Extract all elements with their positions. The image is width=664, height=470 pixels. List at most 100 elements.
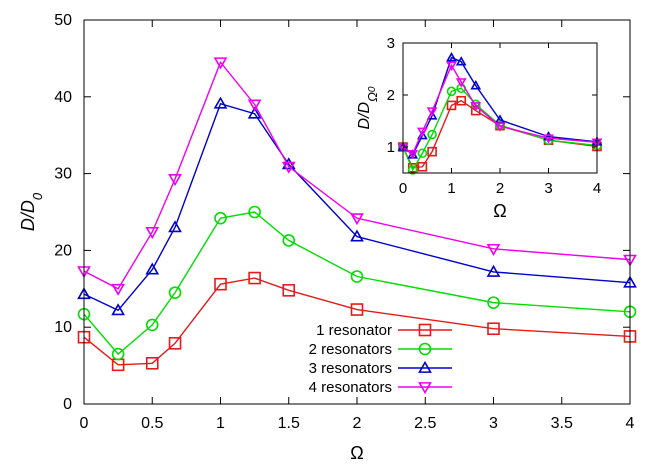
data-point-s1-8 xyxy=(350,303,364,316)
x-tick-label: 0 xyxy=(80,415,89,432)
data-point-s3-6 xyxy=(247,106,262,119)
x-tick-label: 4 xyxy=(593,180,601,197)
y-axis-title-main: D/D xyxy=(356,102,373,130)
data-point-s1-5 xyxy=(214,277,227,291)
y-axis-title: D/D0 xyxy=(18,192,45,231)
legend-marker-4 xyxy=(418,382,432,395)
series-line-2 xyxy=(83,211,631,356)
data-point-s3-8 xyxy=(350,229,364,242)
data-point-s4-9 xyxy=(543,134,554,144)
data-point-s4-4 xyxy=(168,174,182,187)
data-point-s1-4 xyxy=(427,146,437,157)
y-tick-label: 40 xyxy=(54,89,72,106)
data-point-s4-8 xyxy=(494,122,506,132)
data-point-s1-4 xyxy=(168,337,182,350)
x-tick-label: 2 xyxy=(353,415,362,432)
series-line-3 xyxy=(402,56,598,156)
data-point-s2-3 xyxy=(417,148,428,159)
y-tick-label: 50 xyxy=(54,12,72,29)
x-tick-label: 3 xyxy=(544,180,552,197)
data-point-s4-2 xyxy=(111,283,126,296)
y-tick-label: 2 xyxy=(387,87,395,104)
data-point-s3-9 xyxy=(486,264,501,277)
legend: 1 resonator 2 resonators 3 resonators 4 res… xyxy=(309,322,452,396)
data-point-s1-6 xyxy=(248,271,261,285)
data-point-s4-2 xyxy=(407,149,419,160)
data-point-s4-5 xyxy=(213,57,228,70)
x-tick-label: 1 xyxy=(216,415,225,432)
data-point-s1-3 xyxy=(417,161,428,172)
legend-label-4: 4 resonators xyxy=(309,379,392,396)
legend-label-1: 1 resonator xyxy=(316,322,392,339)
data-point-s2-3 xyxy=(145,318,159,332)
data-point-s3-2 xyxy=(111,303,126,316)
data-point-s3-6 xyxy=(455,56,467,66)
data-point-s4-6 xyxy=(455,78,467,88)
data-point-s1-9 xyxy=(487,322,500,336)
x-tick-label: 1.5 xyxy=(278,415,300,432)
y-tick-label: 0 xyxy=(63,396,72,413)
data-point-s4-7 xyxy=(470,102,482,112)
data-point-s3-7 xyxy=(470,80,482,90)
data-point-s2-4 xyxy=(427,129,437,140)
data-point-s2-8 xyxy=(350,270,364,283)
data-point-s1-7 xyxy=(282,284,296,297)
y-tick-label: 10 xyxy=(54,319,72,336)
data-point-s4-4 xyxy=(426,107,438,117)
data-point-s4-5 xyxy=(446,61,457,71)
y-tick-label: 30 xyxy=(54,166,72,183)
data-point-s4-8 xyxy=(350,213,364,226)
data-point-s1-5 xyxy=(446,100,457,111)
y-axis-title-subscript: 0 xyxy=(30,192,45,200)
series-line-3 xyxy=(83,102,631,312)
series-line-4 xyxy=(83,60,631,290)
legend-label-3: 3 resonators xyxy=(309,360,392,377)
series-line-4 xyxy=(402,63,598,155)
x-tick-label: 2.5 xyxy=(414,415,436,432)
y-tick-label: 3 xyxy=(387,35,395,52)
x-tick-label: 1 xyxy=(447,180,455,197)
series-line-1 xyxy=(83,277,631,366)
x-tick-label: 0.5 xyxy=(141,415,163,432)
x-tick-label: 3.5 xyxy=(551,415,573,432)
data-point-s2-5 xyxy=(446,86,457,97)
data-point-s2-9 xyxy=(487,296,500,309)
data-point-s3-4 xyxy=(168,220,182,233)
data-point-s3-5 xyxy=(446,51,457,62)
x-tick-label: 2 xyxy=(496,180,504,197)
x-axis-title: Ω xyxy=(350,443,363,463)
data-point-s1-3 xyxy=(145,356,159,370)
data-point-s1-6 xyxy=(456,95,467,106)
legend-marker-2 xyxy=(418,342,432,356)
legend-label-2: 2 resonators xyxy=(309,341,392,358)
y-axis-title-subscript: 0 xyxy=(367,86,378,92)
data-point-s2-2 xyxy=(111,347,125,361)
y-axis-title: D/DΩ0 xyxy=(356,86,380,129)
y-tick-label: 20 xyxy=(54,242,72,259)
data-point-s4-3 xyxy=(417,127,428,138)
data-point-s3-5 xyxy=(213,96,228,109)
legend-marker-1 xyxy=(418,323,432,337)
y-axis-title-subscript: Ω xyxy=(365,92,380,102)
x-tick-label: 3 xyxy=(489,415,498,432)
data-point-s4-6 xyxy=(247,99,262,112)
y-axis-title-main: D/D xyxy=(18,200,38,231)
data-point-s3-3 xyxy=(145,262,160,275)
x-axis-title: Ω xyxy=(493,201,506,221)
x-tick-label: 4 xyxy=(626,415,635,432)
data-point-s2-5 xyxy=(214,211,227,225)
data-point-s2-2 xyxy=(407,165,418,175)
data-point-s4-9 xyxy=(486,243,501,256)
x-tick-label: 0 xyxy=(399,180,407,197)
data-point-s2-4 xyxy=(168,286,182,299)
y-tick-label: 1 xyxy=(387,139,395,156)
data-point-s4-3 xyxy=(145,227,160,240)
data-point-s4-7 xyxy=(281,161,296,174)
data-point-s2-6 xyxy=(248,205,261,219)
data-point-s3-7 xyxy=(281,157,296,170)
data-point-s3-9 xyxy=(543,130,554,141)
